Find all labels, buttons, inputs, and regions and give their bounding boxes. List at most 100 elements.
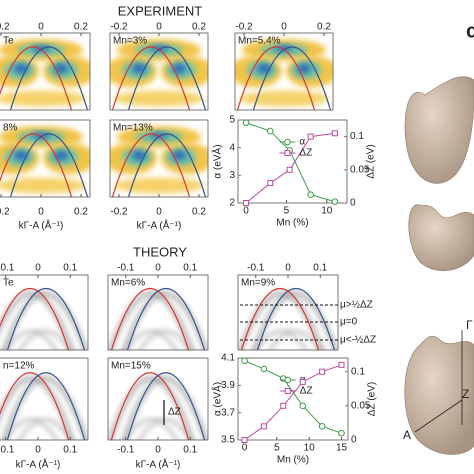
y2-axis-label: ΔZ (eV) [367, 382, 378, 416]
band [127, 133, 207, 197]
marker [318, 423, 326, 430]
x-axis-label: Mn (%) [277, 455, 309, 466]
spectrum-panel [110, 38, 208, 110]
x-tick-label: 0.1 [183, 445, 197, 456]
x-axis-label: kΓ-A (Å⁻¹) [137, 219, 182, 232]
axis-name: A [403, 428, 411, 442]
x-tick-label: 0 [285, 263, 291, 274]
x-tick-label: 0.2 [74, 207, 88, 218]
intensity [172, 63, 186, 74]
band [111, 46, 191, 110]
x-tick-label: 0.1 [183, 263, 197, 274]
intensity [132, 150, 146, 161]
x-axis-label: Mn (%) [276, 218, 308, 229]
x-tick-label: -0.2 [110, 207, 128, 218]
intensity [16, 416, 74, 440]
intensity [132, 63, 146, 74]
x-tick-label: 0 [243, 206, 249, 217]
intensity [114, 90, 204, 107]
band [6, 288, 86, 350]
marker [243, 200, 250, 206]
marker [260, 423, 267, 430]
y-tick-label: 5 [229, 115, 235, 126]
band [6, 372, 86, 440]
x-tick-label: -0.2 [110, 22, 128, 33]
legend-marker [284, 150, 291, 156]
plot-frame [237, 119, 348, 204]
x-tick-label: 0.2 [192, 22, 206, 33]
intensity [31, 132, 51, 139]
panel-letter: c [466, 20, 474, 42]
shape [408, 204, 474, 271]
y-tick-label: 4.1 [221, 353, 235, 364]
legend-marker [284, 138, 291, 146]
marker [338, 429, 345, 437]
x-tick-label: 0 [155, 263, 161, 274]
x-tick-label: 15 [336, 443, 348, 454]
axis-line [414, 399, 463, 433]
panel-label: n=12% [3, 361, 35, 372]
series-line [244, 364, 342, 441]
marker [319, 368, 326, 375]
intensity [136, 328, 194, 350]
panel-label: Mn=3% [113, 36, 147, 47]
x-tick-label: 0.2 [74, 22, 88, 33]
y-tick-label: 4 [229, 142, 235, 153]
intensity [2, 328, 60, 350]
band [9, 133, 89, 197]
intensity [136, 416, 194, 440]
x-tick-label: 0 [38, 22, 44, 33]
legend-label: ΔZ [300, 386, 313, 397]
band [236, 46, 316, 110]
intensity [54, 150, 68, 161]
panel-label: 8% [3, 123, 18, 134]
band [256, 288, 336, 350]
intensity [172, 150, 186, 161]
series-line [244, 360, 342, 434]
x-tick-label: -0.1 [117, 445, 135, 456]
spectrum-panel [0, 38, 90, 110]
marker [299, 378, 306, 385]
y-axis-label: α (eVÅ) [211, 144, 224, 178]
band [0, 133, 73, 197]
intensity [14, 63, 28, 74]
y-tick-label: 3.7 [221, 407, 235, 418]
x-tick-label: -0.1 [117, 263, 135, 274]
spectrum-panel [110, 125, 208, 197]
x-tick-label: 0 [156, 207, 162, 218]
band [0, 46, 73, 110]
intensity [31, 45, 51, 52]
legend-label: α [299, 137, 305, 148]
intensity [114, 177, 204, 194]
x-tick-label: 0.2 [192, 207, 206, 218]
marker [331, 198, 339, 205]
marker [241, 357, 248, 365]
intensity [122, 416, 180, 440]
marker [242, 119, 250, 127]
marker [241, 437, 248, 443]
x-tick-label: 0.1 [63, 445, 77, 456]
marker [307, 133, 314, 140]
spectrum-panel [0, 288, 88, 350]
x-tick-label: 0 [281, 22, 287, 33]
legend-label: ΔZ [299, 148, 312, 159]
x-tick-label: 0 [35, 263, 41, 274]
band [0, 372, 70, 440]
axis-name: Z [462, 387, 469, 401]
x-tick-label: -0.1 [0, 445, 15, 456]
band [111, 133, 191, 197]
section-title: THEORY [133, 244, 187, 259]
panel-label: Te [3, 36, 14, 47]
x-tick-label: 0 [242, 443, 248, 454]
level-label: μ<-½ΔZ [340, 335, 376, 346]
section-title: EXPERIMENT [118, 3, 203, 18]
intensity [2, 416, 60, 440]
spectrum-panel [238, 288, 338, 350]
x-tick-label: -0.1 [247, 263, 265, 274]
intensity [0, 177, 86, 194]
y2-tick-label: 0.05 [351, 400, 371, 411]
panel-label: Te [3, 278, 14, 289]
y2-tick-label: 0.1 [350, 131, 364, 142]
intensity [16, 328, 74, 350]
